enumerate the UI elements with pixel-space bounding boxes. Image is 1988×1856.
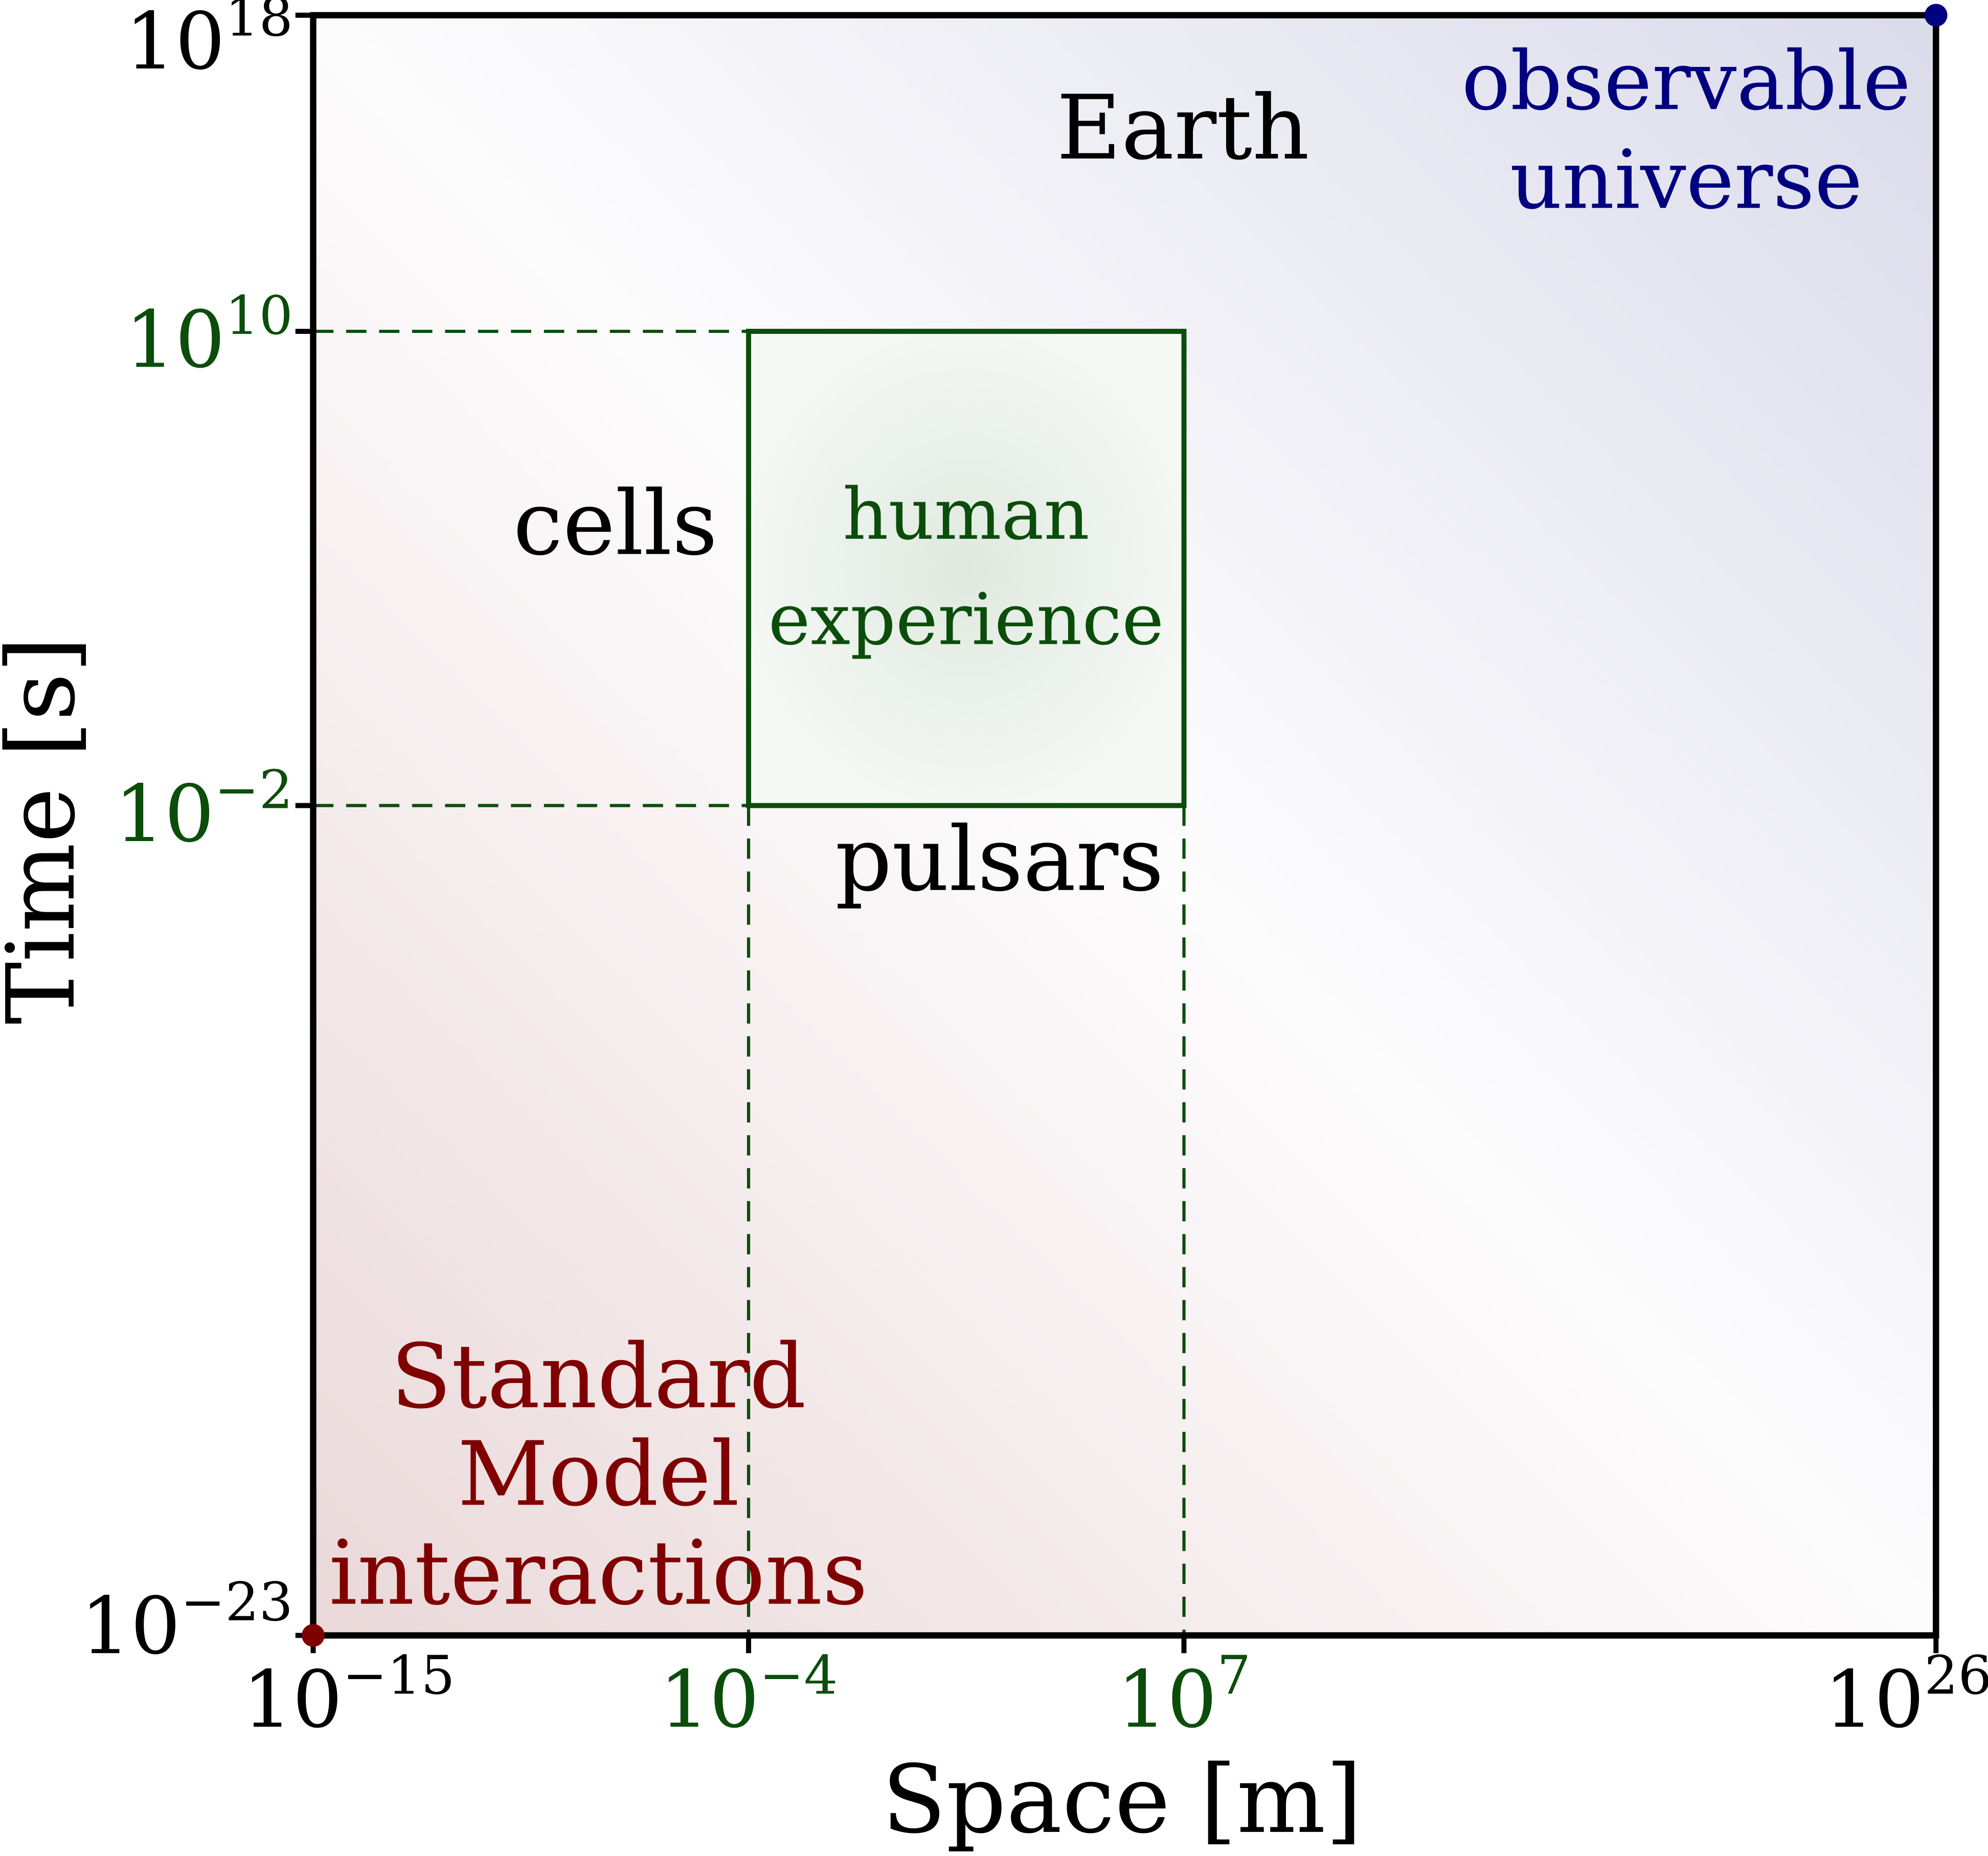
points bbox=[302, 4, 1948, 1647]
x-tick-label: 107 bbox=[1117, 1644, 1251, 1746]
label-cells: cells bbox=[513, 472, 717, 575]
y-axis-title: Time [s] bbox=[0, 636, 96, 1024]
y-tick-label: 10−2 bbox=[115, 758, 293, 859]
label-universe: universe bbox=[1510, 133, 1863, 228]
data-point bbox=[302, 1624, 325, 1647]
y-tick-label: 1010 bbox=[125, 284, 293, 386]
guide-lines bbox=[313, 329, 1186, 1636]
label-experience: experience bbox=[769, 578, 1164, 661]
human-experience-region bbox=[746, 329, 1187, 808]
axis-ticks bbox=[295, 12, 1939, 1654]
label-interactions: interactions bbox=[329, 1522, 868, 1625]
x-tick-label: 10−4 bbox=[659, 1644, 838, 1746]
tick-labels: 10−15 10−4 107 1026 1018 1010 10−2 10−23 bbox=[80, 0, 1988, 1746]
data-point bbox=[1924, 4, 1948, 27]
label-pulsars: pulsars bbox=[835, 808, 1164, 911]
y-tick-label: 1018 bbox=[125, 0, 293, 87]
x-axis-title: Space [m] bbox=[882, 1746, 1362, 1854]
y-tick-label: 10−23 bbox=[80, 1571, 292, 1672]
label-observable: observable bbox=[1461, 34, 1911, 128]
label-model: Model bbox=[458, 1422, 740, 1526]
plot-background bbox=[313, 15, 1936, 1636]
label-human: human bbox=[843, 473, 1090, 556]
x-tick-label: 10−15 bbox=[242, 1644, 455, 1746]
x-tick-label: 1026 bbox=[1824, 1644, 1988, 1746]
plot-frame bbox=[310, 12, 1939, 1639]
label-earth: Earth bbox=[1056, 76, 1309, 179]
label-standard: Standard bbox=[391, 1325, 806, 1428]
